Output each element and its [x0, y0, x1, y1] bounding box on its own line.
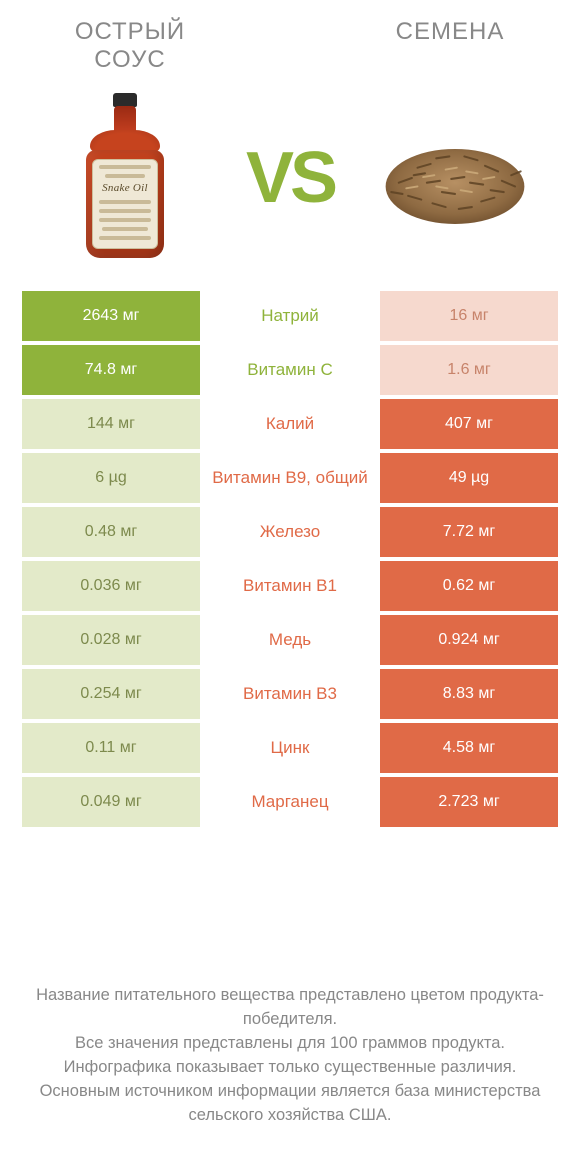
nutrient-name: Калий: [200, 399, 380, 449]
footer-line: Инфографика показывает только существенн…: [26, 1056, 554, 1080]
left-value: 2643 мг: [22, 291, 200, 341]
table-row: 6 µgВитамин B9, общий49 µg: [22, 453, 558, 503]
comparison-table: 2643 мгНатрий16 мг74.8 мгВитамин C1.6 мг…: [0, 291, 580, 827]
table-row: 144 мгКалий407 мг: [22, 399, 558, 449]
nutrient-name: Витамин B3: [200, 669, 380, 719]
left-value: 0.254 мг: [22, 669, 200, 719]
right-value: 2.723 мг: [380, 777, 558, 827]
nutrient-name: Витамин B1: [200, 561, 380, 611]
table-row: 2643 мгНатрий16 мг: [22, 291, 558, 341]
nutrient-name: Марганец: [200, 777, 380, 827]
left-value: 0.049 мг: [22, 777, 200, 827]
left-value: 74.8 мг: [22, 345, 200, 395]
left-value: 0.11 мг: [22, 723, 200, 773]
right-value: 0.924 мг: [380, 615, 558, 665]
header: ОСТРЫЙ СОУС СЕМЕНА: [0, 0, 580, 73]
nutrient-name: Железо: [200, 507, 380, 557]
right-value: 4.58 мг: [380, 723, 558, 773]
footer-line: Основным источником информации является …: [26, 1080, 554, 1128]
table-row: 74.8 мгВитамин C1.6 мг: [22, 345, 558, 395]
hot-sauce-bottle-icon: Snake Oil: [82, 93, 168, 263]
bottle-label-text: Snake Oil: [93, 182, 157, 194]
nutrient-name: Натрий: [200, 291, 380, 341]
product-left-image: Snake Oil: [50, 83, 200, 273]
product-right-image: [380, 83, 530, 273]
vs-label: VS: [246, 137, 334, 219]
left-value: 0.036 мг: [22, 561, 200, 611]
nutrient-name: Медь: [200, 615, 380, 665]
image-row: Snake Oil VS: [0, 73, 580, 291]
seeds-pile-icon: [380, 123, 530, 233]
right-value: 16 мг: [380, 291, 558, 341]
footer-notes: Название питательного вещества представл…: [0, 984, 580, 1128]
right-value: 1.6 мг: [380, 345, 558, 395]
table-row: 0.049 мгМарганец2.723 мг: [22, 777, 558, 827]
table-row: 0.028 мгМедь0.924 мг: [22, 615, 558, 665]
right-value: 407 мг: [380, 399, 558, 449]
left-value: 0.48 мг: [22, 507, 200, 557]
right-value: 0.62 мг: [380, 561, 558, 611]
product-right-title: СЕМЕНА: [360, 18, 540, 46]
left-value: 6 µg: [22, 453, 200, 503]
table-row: 0.036 мгВитамин B10.62 мг: [22, 561, 558, 611]
table-row: 0.254 мгВитамин B38.83 мг: [22, 669, 558, 719]
footer-line: Название питательного вещества представл…: [26, 984, 554, 1032]
left-value: 144 мг: [22, 399, 200, 449]
right-value: 7.72 мг: [380, 507, 558, 557]
nutrient-name: Цинк: [200, 723, 380, 773]
left-value: 0.028 мг: [22, 615, 200, 665]
nutrient-name: Витамин C: [200, 345, 380, 395]
product-left-title: ОСТРЫЙ СОУС: [40, 18, 220, 73]
nutrient-name: Витамин B9, общий: [200, 453, 380, 503]
table-row: 0.11 мгЦинк4.58 мг: [22, 723, 558, 773]
table-row: 0.48 мгЖелезо7.72 мг: [22, 507, 558, 557]
right-value: 49 µg: [380, 453, 558, 503]
right-value: 8.83 мг: [380, 669, 558, 719]
footer-line: Все значения представлены для 100 граммо…: [26, 1032, 554, 1056]
